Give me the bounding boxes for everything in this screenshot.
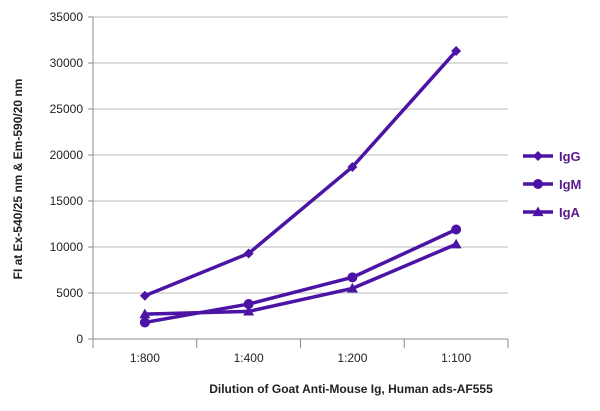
x-axis-title: Dilution of Goat Anti-Mouse Ig, Human ad… — [209, 382, 493, 396]
series-group — [139, 46, 462, 328]
data-point-iga-0 — [139, 308, 151, 319]
data-point-igg-1 — [243, 248, 254, 259]
y-tick-label-0: 0 — [76, 332, 83, 346]
legend-label-igg: IgG — [559, 149, 581, 164]
data-point-igg-3 — [451, 46, 462, 57]
legend-item-igg: IgG — [523, 149, 581, 164]
legend-label-igm: IgM — [559, 177, 581, 192]
x-tick-label-2: 1:200 — [337, 351, 367, 365]
data-point-igg-0 — [139, 290, 150, 301]
legend-marker-igg — [533, 151, 543, 161]
legend-item-igm: IgM — [523, 177, 581, 192]
data-point-igg-2 — [347, 161, 358, 172]
series-line-iga — [144, 242, 457, 316]
gridlines — [93, 16, 508, 294]
data-point-igm-3 — [451, 224, 462, 235]
series-line-igg — [144, 49, 458, 298]
x-tick-label-1: 1:400 — [234, 351, 264, 365]
data-point-igm-1 — [243, 299, 254, 310]
y-tick-label-5: 25000 — [50, 102, 84, 116]
x-tick-label-3: 1:100 — [441, 351, 471, 365]
data-point-igm-2 — [347, 272, 358, 283]
y-tick-label-7: 35000 — [50, 10, 84, 24]
legend: IgG IgM IgA — [523, 149, 581, 220]
series-iga — [139, 238, 462, 319]
data-point-iga-3 — [450, 238, 462, 249]
y-axis-title: FI at Ex-540/25 nm & Em-590/20 nm — [11, 79, 25, 280]
legend-marker-iga — [532, 206, 544, 217]
legend-marker-igm — [533, 179, 543, 189]
data-point-iga-1 — [243, 305, 255, 316]
y-tick-label-2: 10000 — [50, 240, 84, 254]
data-point-iga-2 — [346, 282, 358, 293]
y-tick-labels: 0 5000 10000 15000 20000 25000 30000 35000 — [50, 10, 84, 346]
y-tick-label-6: 30000 — [50, 56, 84, 70]
x-tick-labels: 1:800 1:400 1:200 1:100 — [130, 351, 472, 365]
y-tick-label-3: 15000 — [50, 194, 84, 208]
legend-item-iga: IgA — [523, 205, 581, 220]
x-tick-label-0: 1:800 — [130, 351, 160, 365]
legend-label-iga: IgA — [559, 205, 581, 220]
y-tick-label-1: 5000 — [56, 286, 83, 300]
y-tick-label-4: 20000 — [50, 148, 84, 162]
axes — [88, 16, 509, 348]
series-igg — [139, 46, 462, 301]
data-point-igm-0 — [139, 317, 150, 328]
